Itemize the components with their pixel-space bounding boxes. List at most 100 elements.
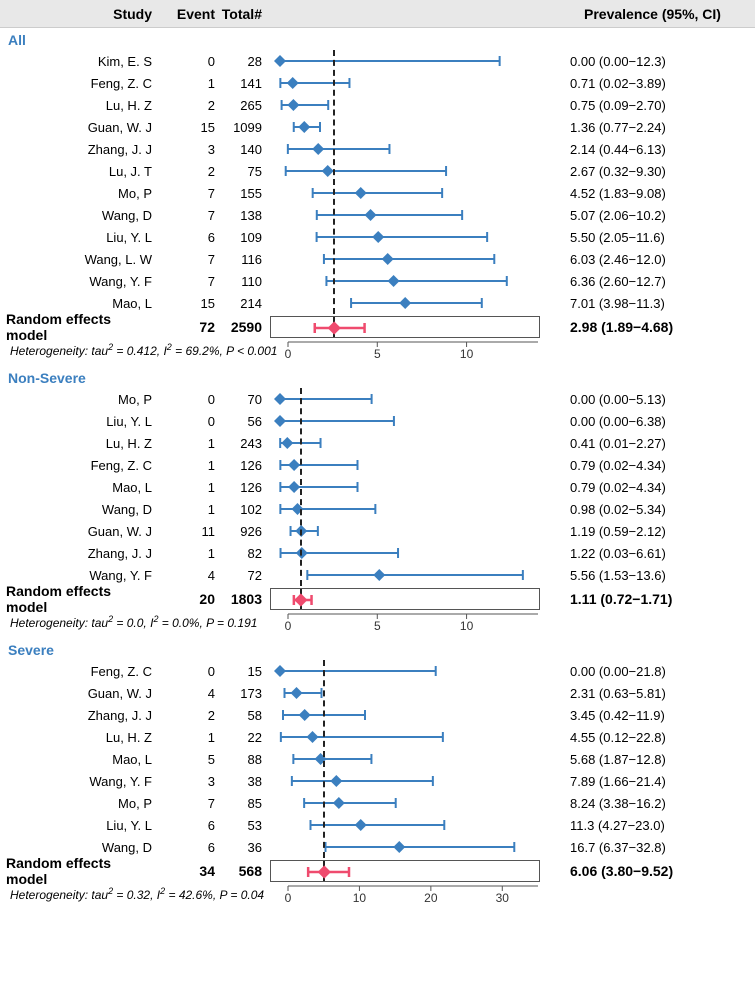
- forest-svg: [270, 814, 540, 836]
- svg-text:0: 0: [285, 891, 292, 905]
- heterogeneity-text: Heterogeneity: tau2 = 0.0, I2 = 0.0%, P …: [10, 614, 278, 630]
- study-plot: [270, 292, 540, 314]
- header-total: Total#: [215, 6, 270, 22]
- study-row: Zhang, J. J31402.14 (0.44−6.13): [0, 138, 755, 160]
- forest-svg: [270, 836, 540, 858]
- forest-svg: [270, 226, 540, 248]
- study-total: 88: [215, 752, 270, 767]
- study-plot: [270, 792, 540, 814]
- svg-text:20: 20: [424, 891, 438, 905]
- study-plot: [270, 182, 540, 204]
- study-total: 36: [215, 840, 270, 855]
- study-row: Mao, L11260.79 (0.02−4.34): [0, 476, 755, 498]
- summary-label: Random effects model: [0, 583, 160, 615]
- forest-svg: [270, 432, 540, 454]
- header-study: Study: [0, 6, 160, 22]
- study-name: Liu, Y. L: [0, 414, 160, 429]
- study-event: 2: [160, 164, 215, 179]
- study-row: Wang, Y. F4725.56 (1.53−13.6): [0, 564, 755, 586]
- forest-svg: [270, 748, 540, 770]
- study-name: Wang, Y. F: [0, 274, 160, 289]
- study-row: Wang, L. W71166.03 (2.46−12.0): [0, 248, 755, 270]
- header-event: Event: [160, 6, 215, 22]
- study-total: 85: [215, 796, 270, 811]
- summary-total: 2590: [215, 319, 270, 335]
- forest-svg: [270, 660, 540, 682]
- forest-svg: [270, 388, 540, 410]
- study-plot: [270, 682, 540, 704]
- study-row: Liu, Y. L0560.00 (0.00−6.38): [0, 410, 755, 432]
- reference-line: [300, 388, 302, 586]
- study-name: Wang, D: [0, 840, 160, 855]
- study-name: Mo, P: [0, 392, 160, 407]
- study-name: Lu, H. Z: [0, 98, 160, 113]
- study-row: Guan, W. J1510991.36 (0.77−2.24): [0, 116, 755, 138]
- study-name: Lu, H. Z: [0, 730, 160, 745]
- group-title: All: [0, 28, 755, 50]
- study-row: Mao, L152147.01 (3.98−11.3): [0, 292, 755, 314]
- study-event: 6: [160, 840, 215, 855]
- summary-prev: 6.06 (3.80−9.52): [540, 863, 735, 879]
- study-plot: [270, 116, 540, 138]
- study-name: Guan, W. J: [0, 524, 160, 539]
- study-total: 82: [215, 546, 270, 561]
- forest-svg: [270, 94, 540, 116]
- axis: 0510: [278, 612, 548, 632]
- study-total: 243: [215, 436, 270, 451]
- summary-svg: [271, 861, 541, 881]
- study-event: 1: [160, 436, 215, 451]
- group-rows: Feng, Z. C0150.00 (0.00−21.8)Guan, W. J4…: [0, 660, 755, 858]
- study-total: 28: [215, 54, 270, 69]
- study-event: 4: [160, 568, 215, 583]
- study-plot: [270, 388, 540, 410]
- heterogeneity-text: Heterogeneity: tau2 = 0.412, I2 = 69.2%,…: [10, 342, 278, 358]
- study-name: Wang, D: [0, 208, 160, 223]
- study-event: 3: [160, 774, 215, 789]
- summary-plot: [270, 858, 540, 884]
- study-event: 5: [160, 752, 215, 767]
- study-event: 11: [160, 524, 215, 539]
- study-row: Mo, P0700.00 (0.00−5.13): [0, 388, 755, 410]
- summary-svg: [271, 317, 541, 337]
- study-prev: 7.01 (3.98−11.3): [540, 296, 735, 311]
- study-event: 1: [160, 76, 215, 91]
- summary-event: 72: [160, 319, 215, 335]
- study-row: Wang, D71385.07 (2.06−10.2): [0, 204, 755, 226]
- study-row: Wang, D63616.7 (6.37−32.8): [0, 836, 755, 858]
- study-name: Liu, Y. L: [0, 818, 160, 833]
- study-row: Lu, J. T2752.67 (0.32−9.30): [0, 160, 755, 182]
- summary-row: Random effects model7225902.98 (1.89−4.6…: [0, 314, 755, 340]
- forest-svg: [270, 498, 540, 520]
- study-plot: [270, 94, 540, 116]
- study-plot: [270, 660, 540, 682]
- study-plot: [270, 432, 540, 454]
- study-row: Lu, H. Z1224.55 (0.12−22.8): [0, 726, 755, 748]
- group-rows: Mo, P0700.00 (0.00−5.13)Liu, Y. L0560.00…: [0, 388, 755, 586]
- study-name: Mo, P: [0, 796, 160, 811]
- study-name: Mo, P: [0, 186, 160, 201]
- forest-svg: [270, 770, 540, 792]
- study-prev: 0.00 (0.00−5.13): [540, 392, 735, 407]
- header-row: StudyEventTotal#Prevalence (95%, CI): [0, 0, 755, 28]
- forest-svg: [270, 564, 540, 586]
- svg-text:0: 0: [285, 619, 292, 633]
- forest-svg: [270, 116, 540, 138]
- study-event: 0: [160, 664, 215, 679]
- study-plot: [270, 160, 540, 182]
- heterogeneity-row: Heterogeneity: tau2 = 0.0, I2 = 0.0%, P …: [0, 612, 755, 638]
- study-plot: [270, 50, 540, 72]
- study-event: 0: [160, 54, 215, 69]
- heterogeneity-row: Heterogeneity: tau2 = 0.32, I2 = 42.6%, …: [0, 884, 755, 910]
- forest-svg: [270, 72, 540, 94]
- study-plot: [270, 564, 540, 586]
- forest-svg: [270, 50, 540, 72]
- summary-plot: [270, 586, 540, 612]
- study-event: 7: [160, 186, 215, 201]
- study-name: Mao, L: [0, 480, 160, 495]
- group-title: Severe: [0, 638, 755, 660]
- summary-prev: 1.11 (0.72−1.71): [540, 591, 735, 607]
- study-row: Wang, D11020.98 (0.02−5.34): [0, 498, 755, 520]
- study-prev: 2.67 (0.32−9.30): [540, 164, 735, 179]
- study-name: Liu, Y. L: [0, 230, 160, 245]
- svg-text:0: 0: [285, 347, 292, 361]
